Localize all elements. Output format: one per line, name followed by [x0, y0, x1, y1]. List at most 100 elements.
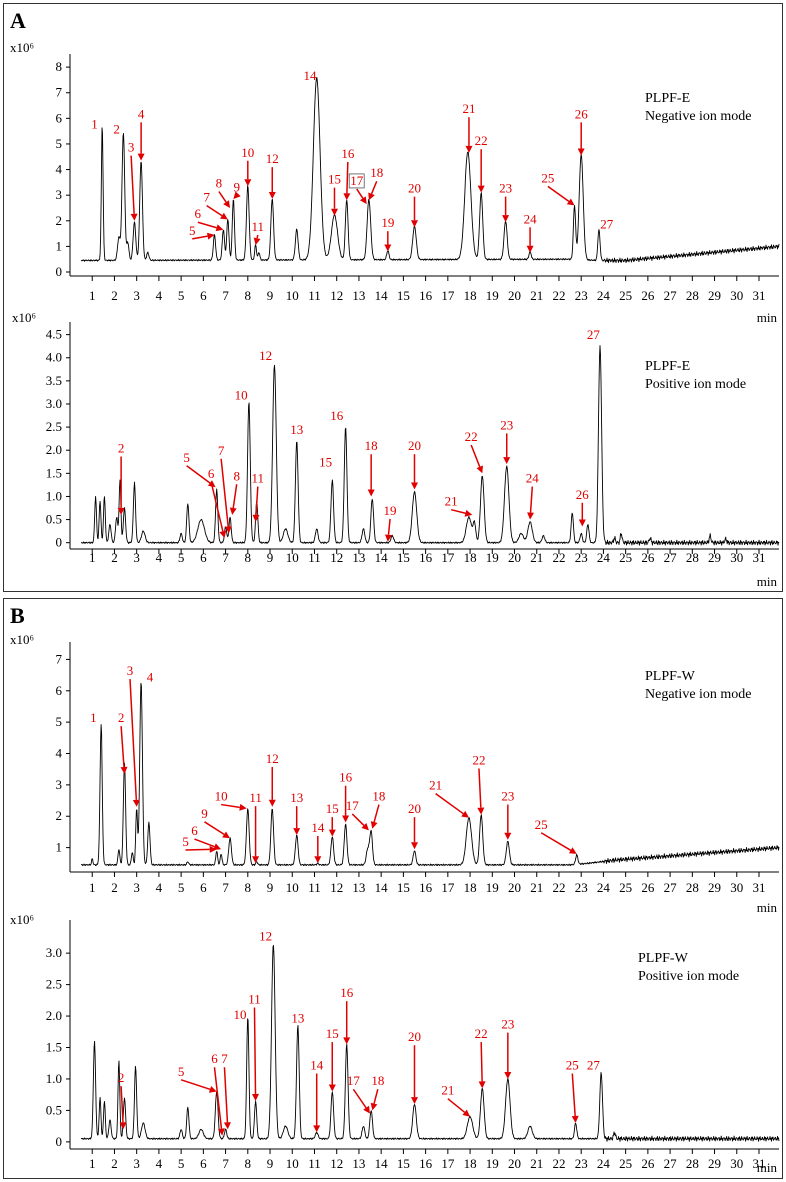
- x-tick-label: 9: [267, 1156, 274, 1171]
- peak-arrow-head: [222, 831, 230, 839]
- peak-arrow-head: [209, 845, 217, 853]
- x-tick-label: 22: [552, 288, 565, 303]
- x-tick-label: 28: [686, 288, 699, 303]
- x-tick-label: 14: [375, 880, 389, 895]
- x-tick-label: 15: [397, 1156, 410, 1171]
- peak-label: 18: [371, 1073, 384, 1088]
- peak-arrow-head: [117, 507, 125, 515]
- peak-arrow-head: [218, 1128, 225, 1136]
- peak-label: 16: [340, 985, 354, 1000]
- peak-arrow-head: [252, 514, 260, 522]
- peak-arrow-head: [384, 244, 392, 252]
- peak-label: 22: [475, 1026, 488, 1041]
- x-tick-label: 31: [752, 880, 765, 895]
- peak-label: 25: [566, 1058, 579, 1073]
- x-tick-label: 20: [508, 550, 521, 565]
- peak-arrow: [220, 458, 229, 527]
- x-axis-unit-label: min: [757, 900, 778, 915]
- x-tick-label: 5: [178, 880, 185, 895]
- x-tick-label: 25: [619, 288, 632, 303]
- x-tick-label: 16: [419, 880, 433, 895]
- y-tick-label: 7: [56, 651, 63, 666]
- peak-arrow-head: [363, 1105, 370, 1114]
- peak-label: 20: [408, 181, 421, 196]
- x-tick-label: 14: [375, 550, 389, 565]
- y-tick-label: 4.0: [46, 350, 62, 365]
- peak-arrow-head: [268, 799, 276, 807]
- peak-arrow-head: [577, 148, 585, 156]
- sample-name: PLPF-E: [645, 91, 690, 106]
- peak-arrow-head: [342, 815, 350, 823]
- peak-arrow-head: [361, 823, 369, 831]
- x-tick-label: 21: [530, 880, 543, 895]
- peak-arrow: [180, 1079, 211, 1091]
- y-tick-label: 1.5: [46, 465, 62, 480]
- peak-label: 19: [384, 503, 397, 518]
- peak-arrow-head: [137, 153, 145, 161]
- panel-b-letter: B: [10, 603, 25, 628]
- peak-label: 27: [600, 216, 614, 231]
- peak-label: 16: [341, 146, 355, 161]
- x-tick-label: 10: [286, 288, 299, 303]
- x-axis-unit-label: min: [757, 574, 778, 589]
- peak-arrow-head: [411, 842, 418, 850]
- x-tick-label: 10: [286, 550, 299, 565]
- panel-a-letter: A: [10, 8, 26, 33]
- y-tick-label: 3: [56, 187, 63, 202]
- peak-label: 5: [182, 834, 189, 849]
- sample-name: PLPF-W: [638, 951, 689, 966]
- y-tick-label: 4: [56, 162, 63, 177]
- peak-label: 16: [339, 770, 353, 785]
- peak-label: 15: [326, 1026, 339, 1041]
- peak-label: 5: [183, 450, 190, 465]
- x-tick-label: 21: [530, 1156, 543, 1171]
- x-tick-label: 25: [619, 550, 632, 565]
- x-tick-label: 11: [308, 880, 321, 895]
- peak-arrow-head: [462, 1109, 471, 1117]
- peak-arrow: [571, 1073, 576, 1117]
- peak-arrow: [447, 1098, 466, 1113]
- peak-arrow-head: [328, 829, 336, 837]
- x-tick-label: 28: [686, 1156, 699, 1171]
- peak-arrow-head: [367, 489, 375, 497]
- y-tick-label: 0: [56, 535, 63, 550]
- peak-label: 12: [259, 929, 272, 944]
- x-tick-label: 31: [752, 1156, 765, 1171]
- x-tick-label: 13: [352, 880, 365, 895]
- x-tick-label: 17: [441, 880, 455, 895]
- peak-arrow: [206, 204, 223, 217]
- peak-label: 14: [304, 68, 318, 83]
- x-tick-label: 8: [245, 880, 252, 895]
- peak-label: 25: [541, 170, 554, 185]
- x-tick-label: 27: [664, 288, 678, 303]
- x-tick-label: 21: [530, 288, 543, 303]
- peak-label: 9: [201, 806, 208, 821]
- x-tick-label: 8: [245, 1156, 252, 1171]
- x-tick-label: 3: [133, 288, 140, 303]
- peak-label: 22: [472, 752, 485, 767]
- ion-mode-label: Negative ion mode: [645, 687, 752, 702]
- peak-arrow: [218, 191, 227, 203]
- x-tick-label: 29: [708, 1156, 721, 1171]
- y-tick-label: 2.0: [46, 442, 62, 457]
- peak-arrow-head: [411, 1097, 418, 1105]
- x-tick-label: 22: [552, 1156, 565, 1171]
- x-tick-label: 26: [641, 880, 655, 895]
- x-tick-label: 24: [597, 288, 611, 303]
- peak-arrow-head: [223, 1122, 231, 1130]
- peak-label: 23: [501, 789, 514, 804]
- x-tick-label: 2: [111, 288, 118, 303]
- peak-label: 27: [587, 1058, 601, 1073]
- x-tick-label: 9: [267, 288, 274, 303]
- peak-arrow: [356, 188, 364, 199]
- peak-arrow-head: [503, 457, 511, 465]
- x-tick-label: 12: [330, 880, 343, 895]
- x-tick-label: 20: [508, 1156, 521, 1171]
- x-tick-label: 20: [508, 288, 521, 303]
- peak-arrow: [352, 1088, 367, 1109]
- x-tick-label: 31: [752, 288, 765, 303]
- peak-label: 6: [208, 466, 215, 481]
- x-tick-label: 6: [200, 1156, 207, 1171]
- x-tick-label: 19: [486, 288, 499, 303]
- peak-arrow: [130, 155, 135, 214]
